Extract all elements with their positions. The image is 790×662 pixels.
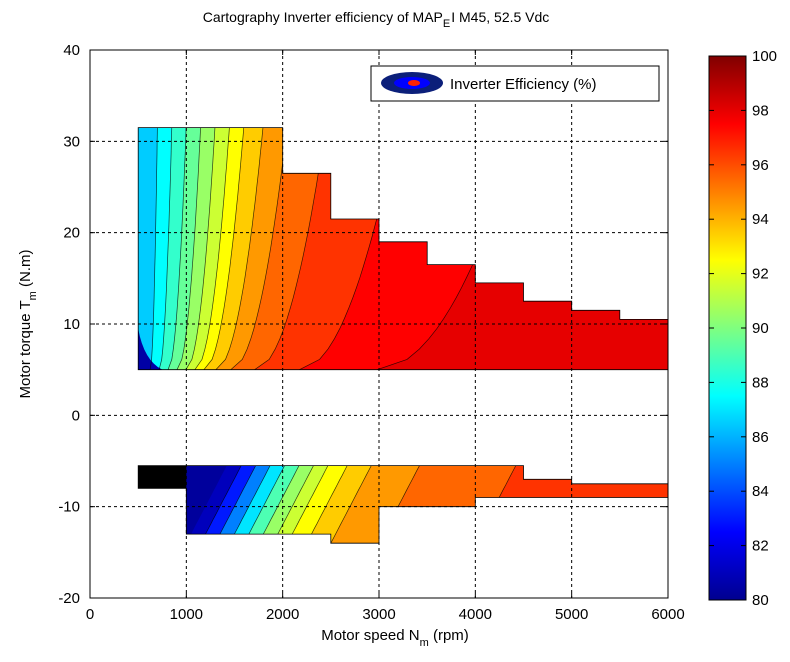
x-tick-label: 5000 (555, 606, 588, 623)
y-tick-label: 10 (63, 316, 80, 333)
colorbar: 80 82 84 86 88 90 92 94 96 98 100 (708, 48, 777, 609)
legend-label: Inverter Efficiency (%) (450, 76, 596, 93)
generating-contour (272, 465, 314, 544)
generating-contour (287, 465, 329, 544)
y-tick-label: 0 (72, 407, 80, 424)
motoring-contour (194, 127, 231, 370)
legend: Inverter Efficiency (%) (370, 65, 660, 102)
motoring-contour (149, 127, 158, 370)
grid-lines (90, 50, 668, 598)
generating-contour (306, 465, 348, 544)
colorbar-tick-label: 88 (752, 374, 769, 391)
colorbar-tick-label: 86 (752, 429, 769, 446)
colorbar-tick-label: 80 (752, 592, 769, 609)
chart-title: Cartography Inverter efficiency of MAPEI… (203, 9, 550, 30)
colorbar-ticks: 80 82 84 86 88 90 92 94 96 98 100 (709, 48, 777, 609)
x-axis-ticks: 0 1000 2000 3000 4000 5000 6000 (86, 50, 685, 623)
y-tick-label: 20 (63, 225, 80, 242)
motoring-contour (185, 127, 216, 370)
y-tick-label: 40 (63, 42, 80, 59)
colorbar-tick-label: 98 (752, 102, 769, 119)
generating-low-speed-block (138, 465, 187, 489)
x-tick-label: 3000 (362, 606, 395, 623)
motoring-contour (203, 127, 245, 370)
colorbar-tick-label: 84 (752, 483, 769, 500)
motoring-contour (215, 127, 264, 370)
generating-contour (200, 465, 242, 544)
y-axis-label: Motor torque Tm (N.m) (17, 250, 39, 399)
x-tick-label: 1000 (170, 606, 203, 623)
generating-contour (330, 465, 372, 544)
x-tick-label: 2000 (266, 606, 299, 623)
colorbar-tick-label: 100 (752, 48, 777, 65)
x-tick-label: 0 (86, 606, 94, 623)
y-tick-label: 30 (63, 133, 80, 150)
y-tick-label: -10 (58, 499, 80, 516)
x-tick-label: 6000 (651, 606, 684, 623)
y-axis-ticks: -20 -10 0 10 20 30 40 (58, 42, 668, 607)
generating-contour (229, 465, 271, 544)
motoring-corner-band (138, 328, 163, 370)
colorbar-tick-label: 90 (752, 320, 769, 337)
motoring-contour (167, 127, 187, 370)
generating-contour (243, 465, 285, 544)
motoring-contour (158, 127, 173, 370)
y-tick-label: -20 (58, 590, 80, 607)
colorbar-tick-label: 96 (752, 157, 769, 174)
motoring-envelope (137, 127, 669, 371)
x-axis-label: Motor speed Nm (rpm) (321, 627, 469, 649)
generating-contour (258, 465, 300, 544)
colorbar-gradient (708, 55, 747, 601)
generating-contour (214, 465, 257, 544)
colorbar-tick-label: 94 (752, 211, 769, 228)
x-tick-label: 4000 (459, 606, 492, 623)
legend-marker-inner (408, 80, 420, 86)
colorbar-tick-label: 92 (752, 266, 769, 283)
colorbar-tick-label: 82 (752, 538, 769, 555)
